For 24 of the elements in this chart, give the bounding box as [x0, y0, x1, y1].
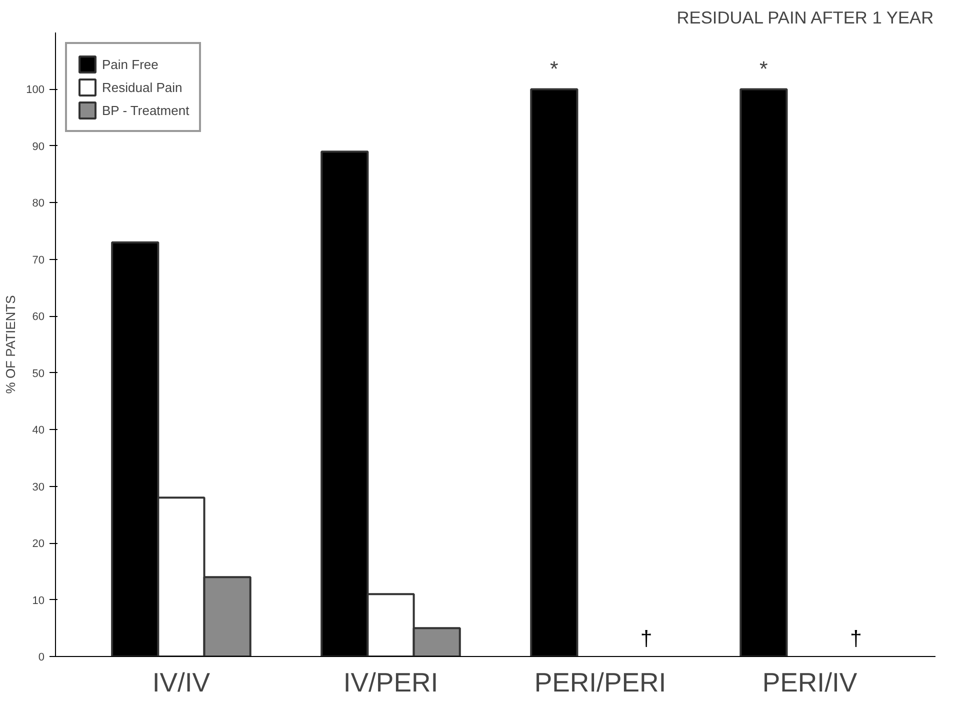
- y-tick-label: 20: [32, 538, 45, 550]
- y-tick-label: 30: [32, 481, 45, 494]
- chart-title: RESIDUAL PAIN AFTER 1 YEAR: [676, 8, 934, 28]
- annotation: †: [850, 626, 862, 650]
- y-axis-title: % OF PATIENTS: [3, 294, 18, 394]
- annotation: *: [550, 57, 558, 82]
- y-tick-label: 40: [32, 424, 45, 437]
- x-tick-label: IV/IV: [152, 668, 210, 698]
- y-tick-label: 70: [32, 254, 45, 266]
- y-tick-label: 0: [38, 652, 45, 664]
- legend-label: Residual Pain: [102, 80, 182, 94]
- y-tick-label: 80: [32, 198, 45, 210]
- y-tick-label: 50: [32, 368, 45, 380]
- y-tick-label: 60: [32, 311, 45, 324]
- y-tick-label: 100: [26, 84, 45, 96]
- legend-label: Pain Free: [102, 56, 158, 72]
- x-tick-label: IV/PERI: [343, 668, 438, 698]
- annotation: †: [640, 626, 652, 650]
- legend-label: BP - Treatment: [102, 102, 190, 118]
- x-tick-label: PERI/IV: [762, 668, 858, 698]
- y-tick-label: 90: [32, 140, 45, 153]
- annotation: *: [760, 57, 768, 82]
- y-tick-label: 10: [32, 594, 45, 607]
- x-tick-label: PERI/PERI: [534, 668, 666, 698]
